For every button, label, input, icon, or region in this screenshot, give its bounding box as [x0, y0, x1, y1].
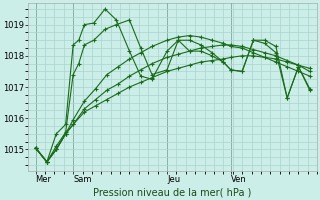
X-axis label: Pression niveau de la mer( hPa ): Pression niveau de la mer( hPa ) [93, 187, 252, 197]
